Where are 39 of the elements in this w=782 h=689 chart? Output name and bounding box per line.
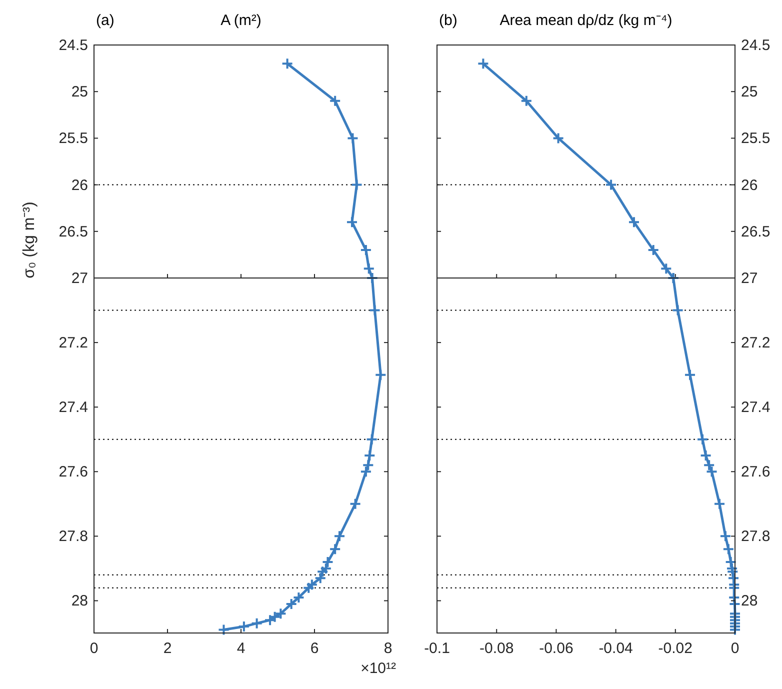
x-tick-label: -0.06: [539, 640, 574, 657]
y-tick-label: 27.2: [58, 334, 88, 352]
x-tick-label: 2: [163, 640, 172, 657]
text: (b): [439, 12, 458, 29]
text: (a): [96, 12, 114, 29]
y-tick-label: 27.4: [58, 399, 88, 416]
y-tick-label: 27.8: [58, 528, 88, 546]
x-tick-label: 6: [310, 640, 319, 657]
y-tick-label: 25.5: [58, 130, 88, 148]
y-axis-title: σ₀ (kg m⁻³): [21, 202, 38, 278]
y-tick-label: 26.5: [58, 223, 88, 240]
chart-title: A (m²): [220, 12, 262, 29]
x-tick-label: 8: [384, 640, 392, 657]
x-tick-label: -0.08: [480, 640, 514, 657]
y-tick-label: 27.6: [58, 464, 88, 481]
x-tick-label: -0.04: [598, 640, 633, 657]
x-tick-label: 0: [730, 640, 740, 657]
y-tick-label: 26: [741, 176, 758, 194]
x-tick-label: -0.1: [424, 640, 450, 657]
y-tick-label: 27.6: [741, 464, 770, 481]
x-tick-label: 4: [236, 640, 246, 657]
y-tick-label: 25.5: [741, 130, 770, 148]
y-tick-label: 27: [71, 270, 88, 287]
y-tick-label: 24.5: [741, 37, 770, 54]
y-tick-label: 26.5: [741, 223, 770, 240]
y-tick-label: 27.4: [741, 399, 770, 416]
x-tick-label: 0: [90, 640, 98, 657]
y-tick-label: 25: [71, 84, 88, 101]
y-tick-label: 26: [71, 176, 88, 194]
y-tick-label: 27.8: [741, 528, 770, 546]
y-tick-label: 28: [741, 592, 758, 610]
text: ×10¹²: [360, 660, 396, 677]
chart-title: Area mean dρ/dz (kg m⁻⁴): [500, 12, 672, 29]
y-tick-label: 27.2: [741, 334, 770, 352]
y-tick-label: 28: [71, 592, 88, 610]
y-tick-label: 24.5: [58, 37, 88, 54]
y-tick-label: 25: [741, 84, 758, 101]
x-tick-label: -0.02: [658, 640, 692, 657]
y-tick-label: 27: [741, 270, 758, 287]
